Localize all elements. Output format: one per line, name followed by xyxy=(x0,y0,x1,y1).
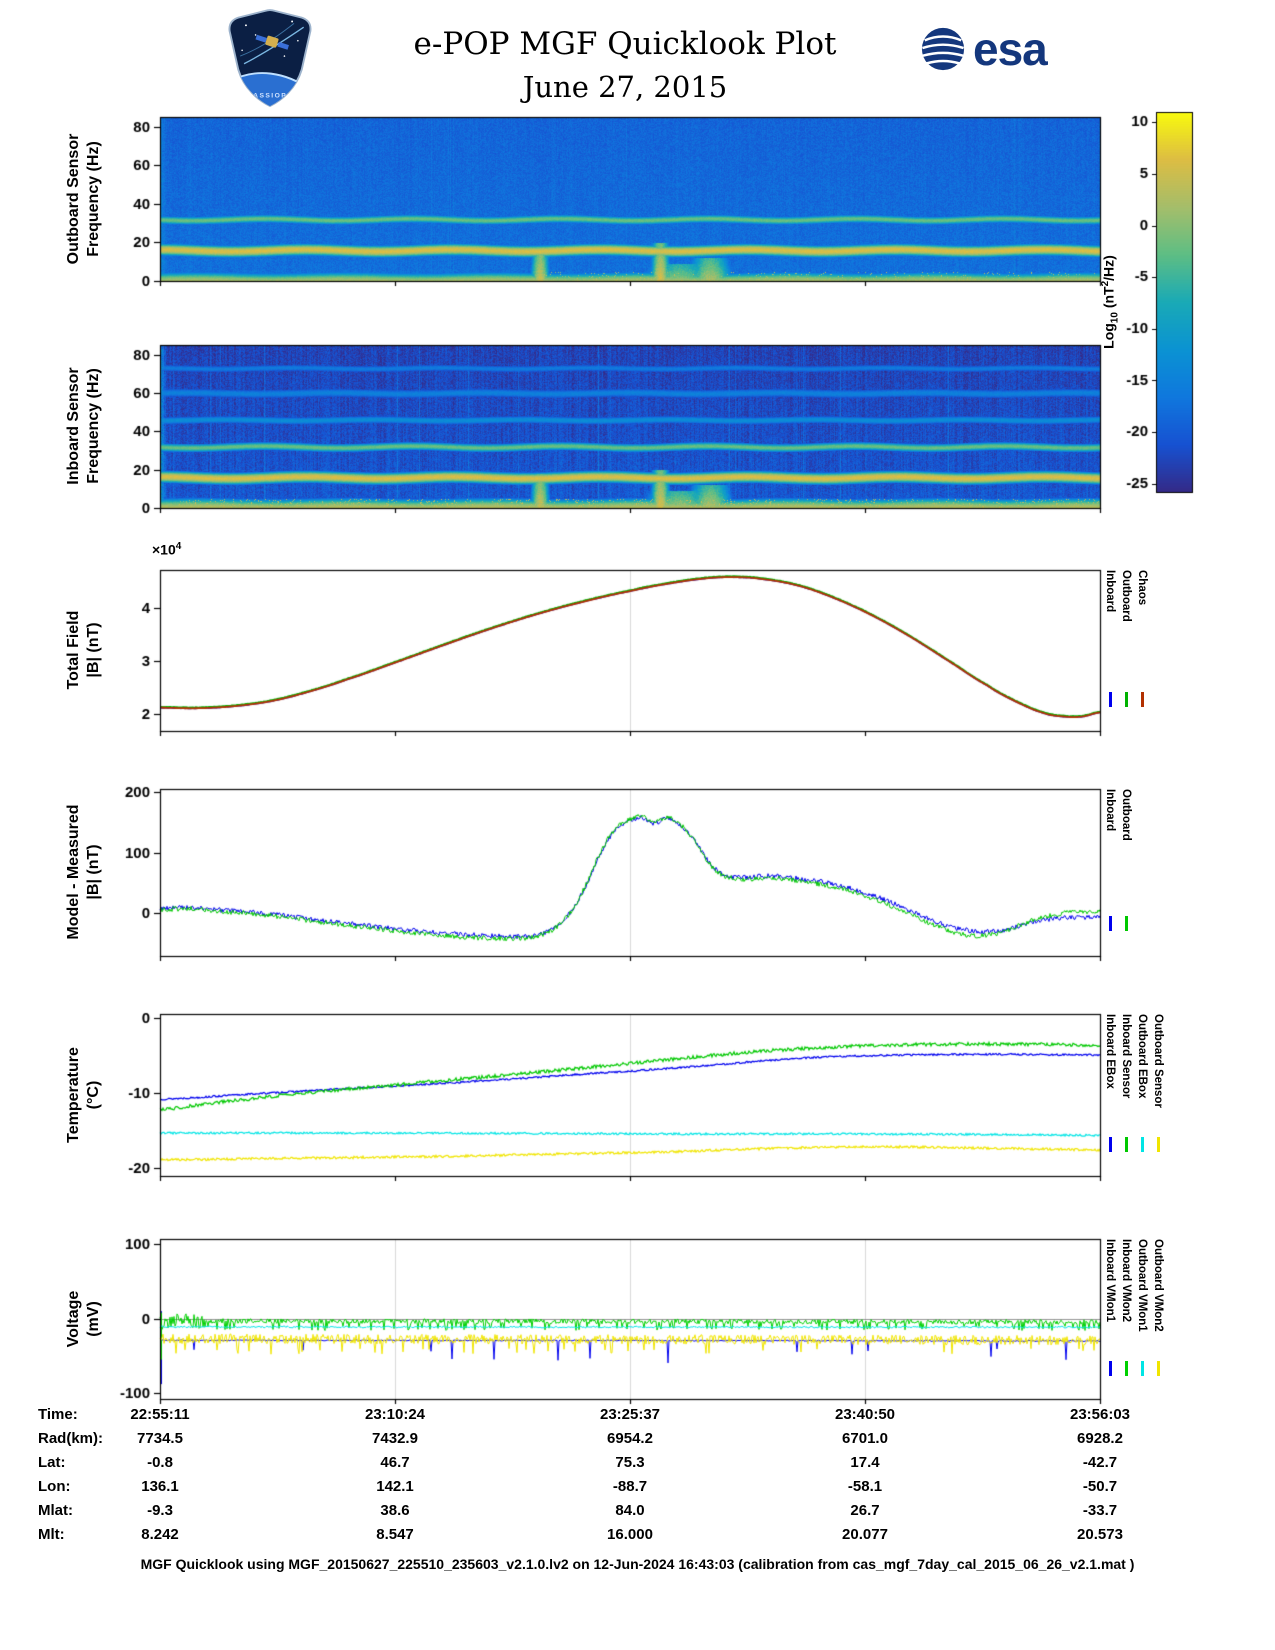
quicklook-page: { "header": { "title": "e-POP MGF Quickl… xyxy=(0,0,1275,1650)
plots-canvas xyxy=(0,0,1275,1650)
